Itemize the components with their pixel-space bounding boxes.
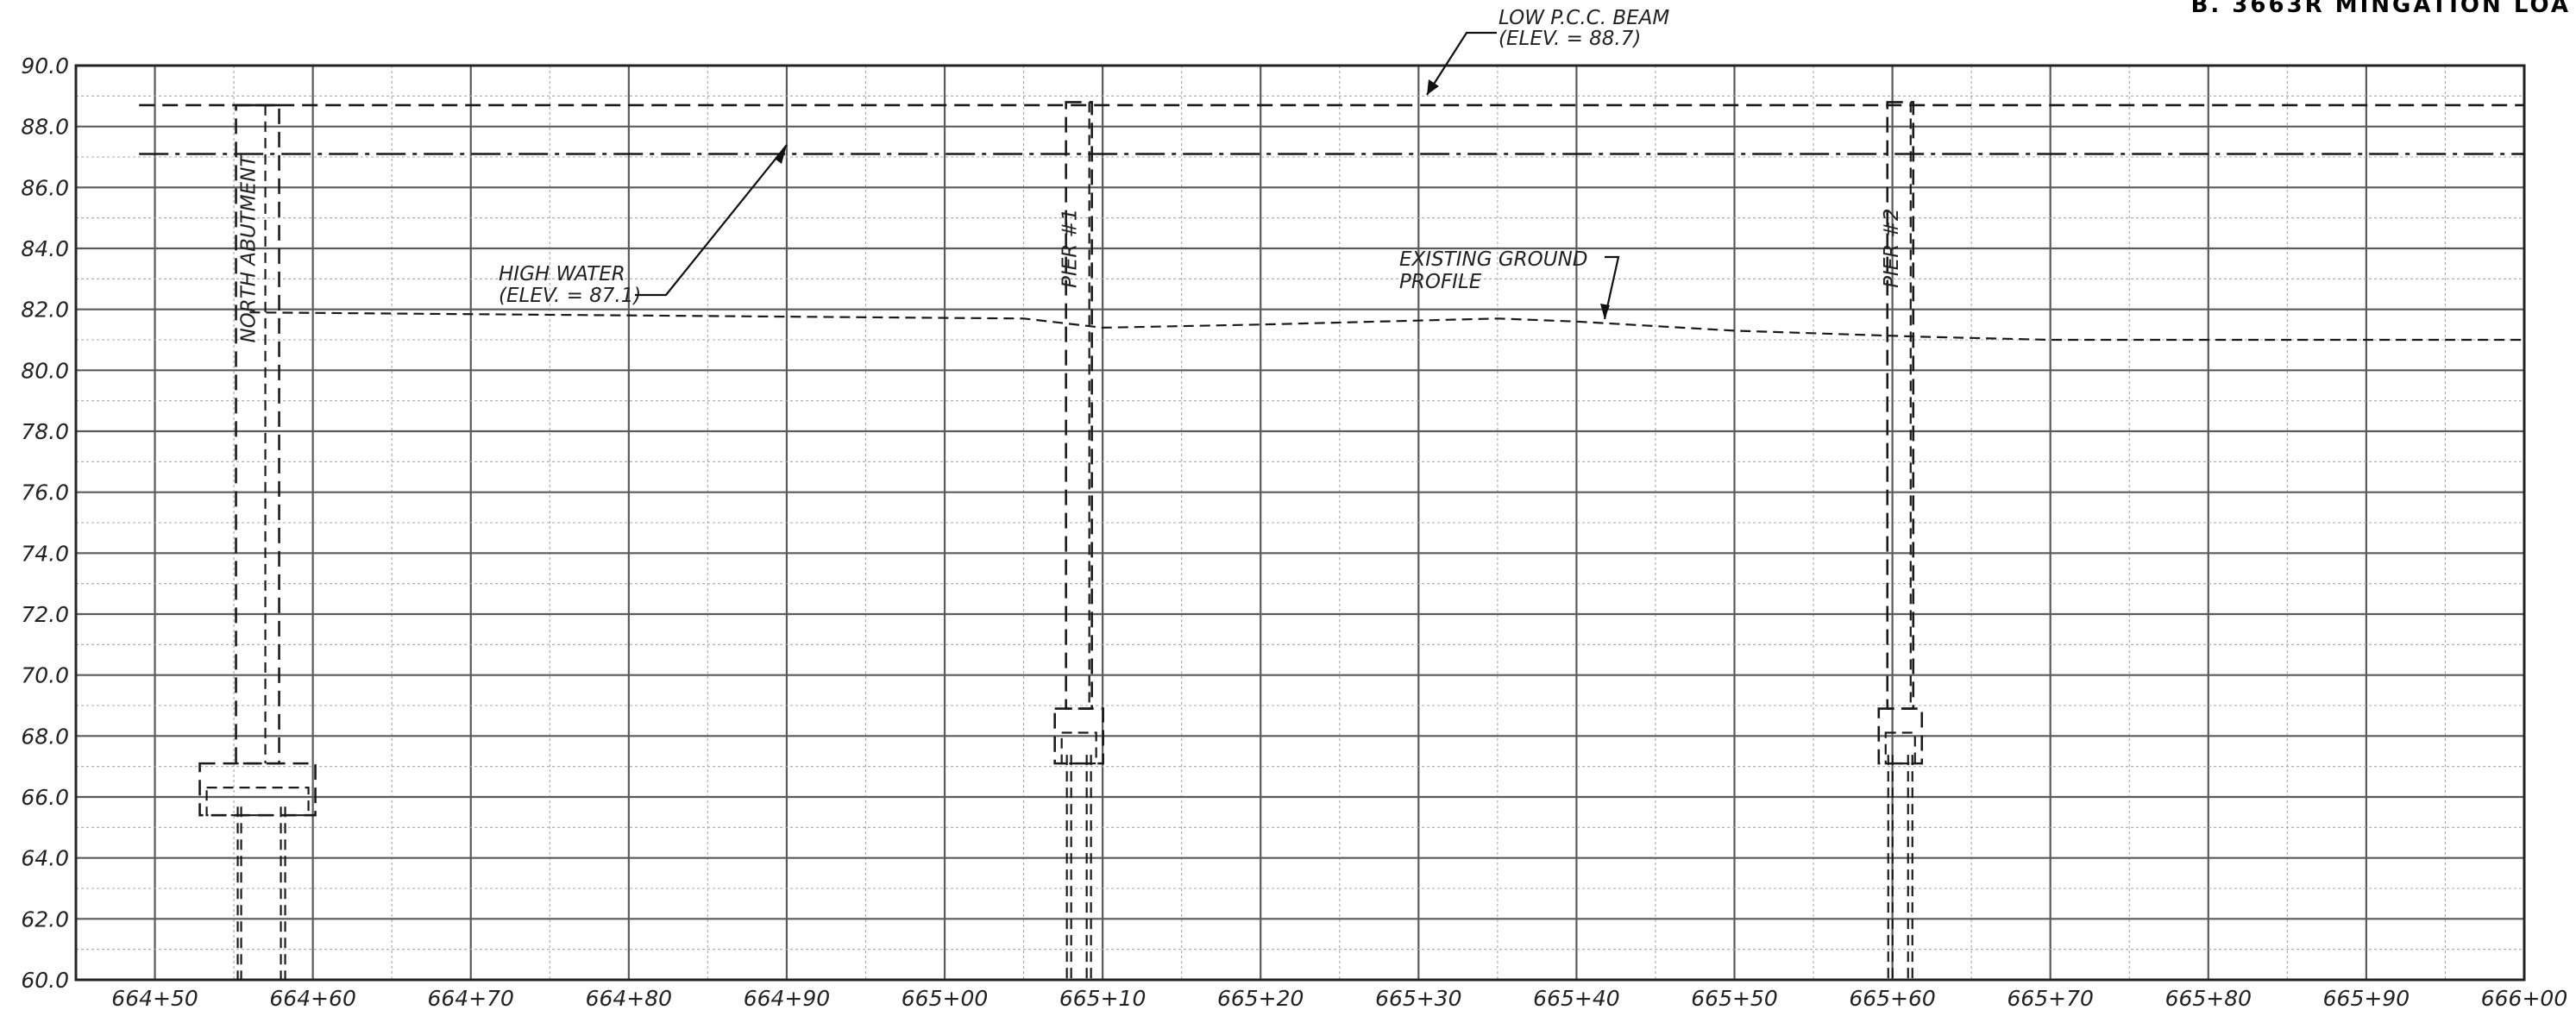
beam-elev-label: (ELEV. = 88.7) (1498, 28, 1641, 50)
plot-frame (74, 64, 2526, 982)
y-tick-label: 70.0 (21, 663, 69, 688)
ground-label-line2: PROFILE (1399, 271, 1482, 293)
y-tick-label: 90.0 (21, 53, 69, 78)
y-tick-label: 66.0 (21, 785, 69, 810)
existing-ground-line (249, 311, 2524, 342)
high-water-leader (635, 144, 788, 297)
beam-arrowhead (1427, 79, 1439, 95)
sheet-title-text: B. 3663R MINGATION LOA (2191, 0, 2571, 18)
high-water-elev-label: (ELEV. = 87.1) (499, 285, 641, 307)
x-tick-label: 665+40 (1533, 986, 1619, 1010)
x-tick-label: 665+00 (902, 986, 988, 1010)
footing-inner (1060, 731, 1097, 765)
support-label: NORTH ABUTMENT (238, 154, 261, 343)
x-axis-labels: 664+50 664+60 664+70 664+80 664+90 665+00 665+… (111, 986, 2567, 1010)
x-tick-label: 665+60 (1849, 986, 1935, 1010)
y-tick-label: 72.0 (21, 602, 69, 627)
x-tick-label: 665+50 (1691, 986, 1777, 1010)
x-tick-label: 665+70 (2007, 986, 2093, 1010)
beam-label: LOW P.C.C. BEAM (1498, 7, 1669, 29)
support-outline (1886, 101, 1915, 710)
supports: NORTH ABUTMENT PIER #1 PIER #2 (198, 101, 1924, 980)
pier-2: PIER #2 (1877, 101, 1924, 980)
pier-1: PIER #1 (1053, 101, 1104, 980)
profile-lines (139, 104, 2524, 342)
north-abutment: NORTH ABUTMENT (198, 104, 317, 980)
y-tick-label: 82.0 (21, 298, 69, 323)
x-tick-label: 665+20 (1217, 986, 1304, 1010)
x-tick-label: 666+00 (2481, 986, 2567, 1010)
ground-arrowhead (1600, 304, 1610, 319)
x-tick-label: 665+10 (1059, 986, 1146, 1010)
support-label: PIER #2 (1881, 209, 1903, 288)
high-water-arrowhead (775, 145, 787, 164)
y-axis-labels: 90.0 88.0 86.0 84.0 82.0 80.0 78.0 76.0 74.0 72.0… (21, 53, 69, 993)
y-tick-label: 74.0 (21, 541, 69, 566)
ground-leader (1603, 255, 1620, 320)
footing-inner (205, 787, 310, 817)
support-outline (1065, 101, 1093, 710)
x-tick-label: 665+80 (2165, 986, 2252, 1010)
y-tick-label: 78.0 (21, 419, 69, 444)
y-tick-label: 80.0 (21, 358, 69, 383)
y-tick-label: 68.0 (21, 724, 69, 749)
ground-label: EXISTING GROUND (1399, 248, 1588, 271)
support-label: PIER #1 (1059, 209, 1082, 288)
beam-leader (1426, 31, 1497, 96)
y-tick-label: 62.0 (21, 906, 69, 932)
annotations: LOW P.C.C. BEAM (ELEV. = 88.7) HIGH WATE… (499, 7, 1669, 320)
x-tick-label: 664+50 (111, 986, 198, 1010)
y-tick-label: 60.0 (21, 968, 69, 993)
x-tick-label: 665+90 (2323, 986, 2410, 1010)
footing-inner (1884, 731, 1916, 765)
y-tick-label: 64.0 (21, 846, 69, 871)
x-tick-label: 664+70 (427, 986, 513, 1010)
footing (198, 762, 317, 817)
high-water-label: HIGH WATER (499, 263, 625, 285)
y-tick-label: 88.0 (21, 115, 69, 140)
x-tick-label: 664+90 (744, 986, 830, 1010)
x-tick-label: 664+60 (269, 986, 355, 1010)
x-tick-label: 665+30 (1375, 986, 1461, 1010)
y-tick-label: 86.0 (21, 175, 69, 200)
y-tick-label: 76.0 (21, 480, 69, 505)
grid (74, 64, 2526, 982)
x-tick-label: 664+80 (586, 986, 672, 1010)
y-tick-label: 84.0 (21, 236, 69, 261)
